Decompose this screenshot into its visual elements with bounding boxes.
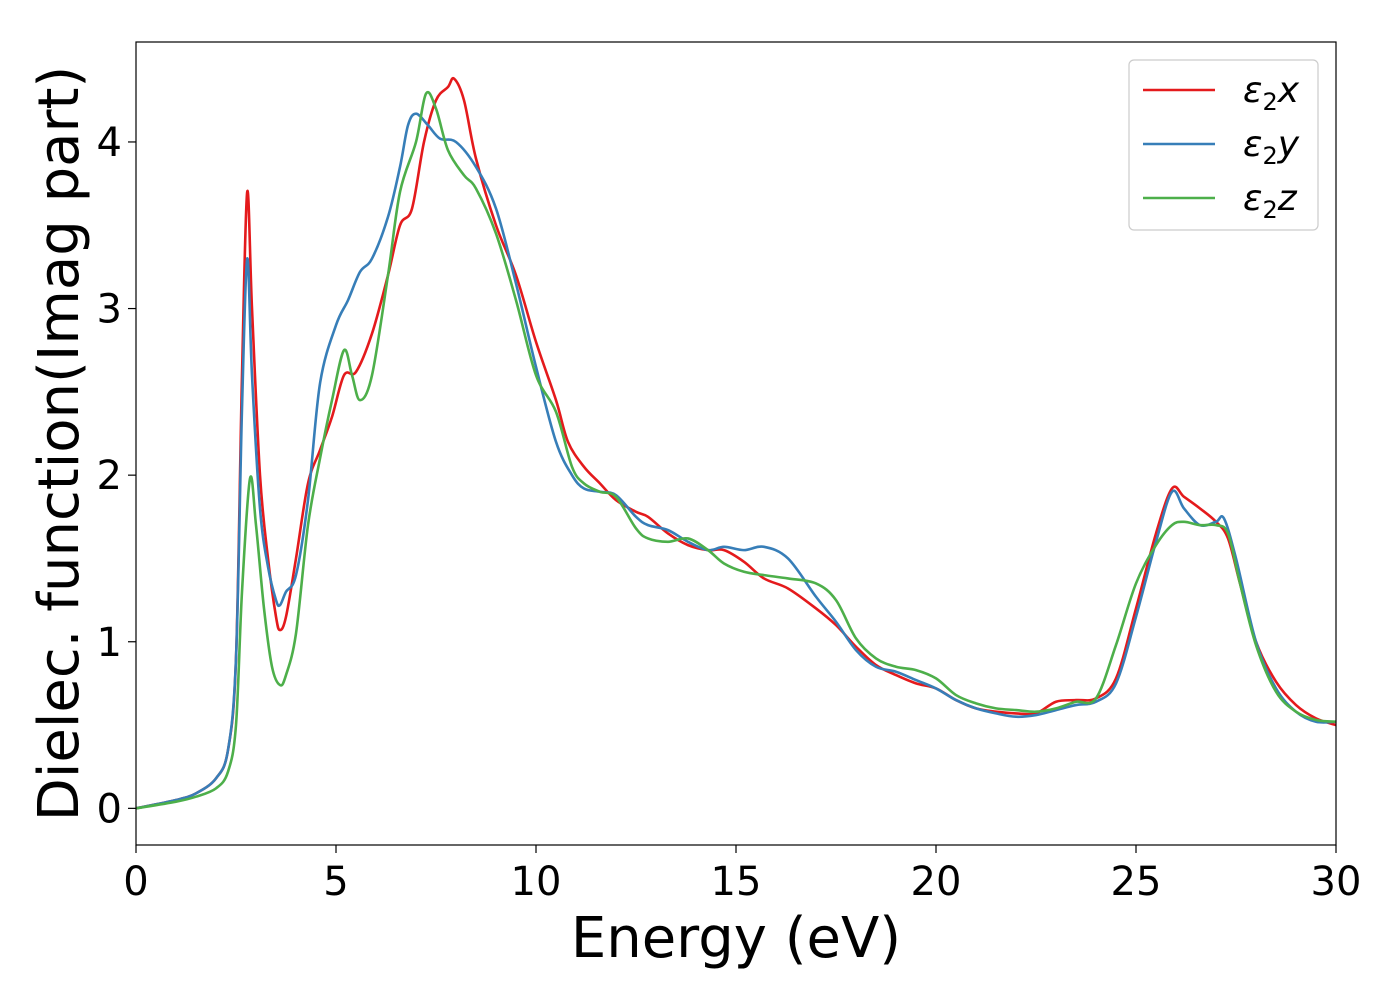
y-axis-title: Dielec. function(Imag part) [27, 66, 92, 822]
x-axis-title: Energy (eV) [571, 906, 901, 971]
legend-entry-x: ε2x [1143, 70, 1300, 116]
y-axis: 0 1 2 3 4 [97, 120, 136, 832]
legend-box [1128, 59, 1319, 231]
y-tick-label: 3 [97, 287, 122, 333]
x-tick-label: 30 [1311, 859, 1362, 905]
x-tick-label: 25 [1111, 859, 1162, 905]
y-tick-label: 0 [97, 786, 122, 832]
x-tick-label: 15 [711, 859, 762, 905]
y-tick-label: 4 [97, 120, 122, 166]
legend-label: ε2x [1243, 70, 1300, 116]
x-tick-label: 0 [123, 859, 148, 905]
y-tick-label: 1 [97, 620, 122, 666]
legend: ε2x ε2y ε2z [1128, 59, 1319, 231]
legend-entry-z: ε2z [1143, 178, 1298, 224]
series-line-z [135, 91, 1337, 810]
series-layer [135, 76, 1337, 810]
x-tick-label: 5 [323, 859, 348, 905]
legend-label: ε2z [1243, 178, 1298, 224]
x-tick-label: 10 [511, 859, 562, 905]
x-tick-label: 20 [911, 859, 962, 905]
legend-entry-y: ε2y [1143, 124, 1300, 170]
legend-label: ε2y [1243, 124, 1300, 170]
x-axis: 0 5 10 15 20 25 30 [123, 845, 1361, 905]
y-tick-label: 2 [97, 453, 122, 499]
